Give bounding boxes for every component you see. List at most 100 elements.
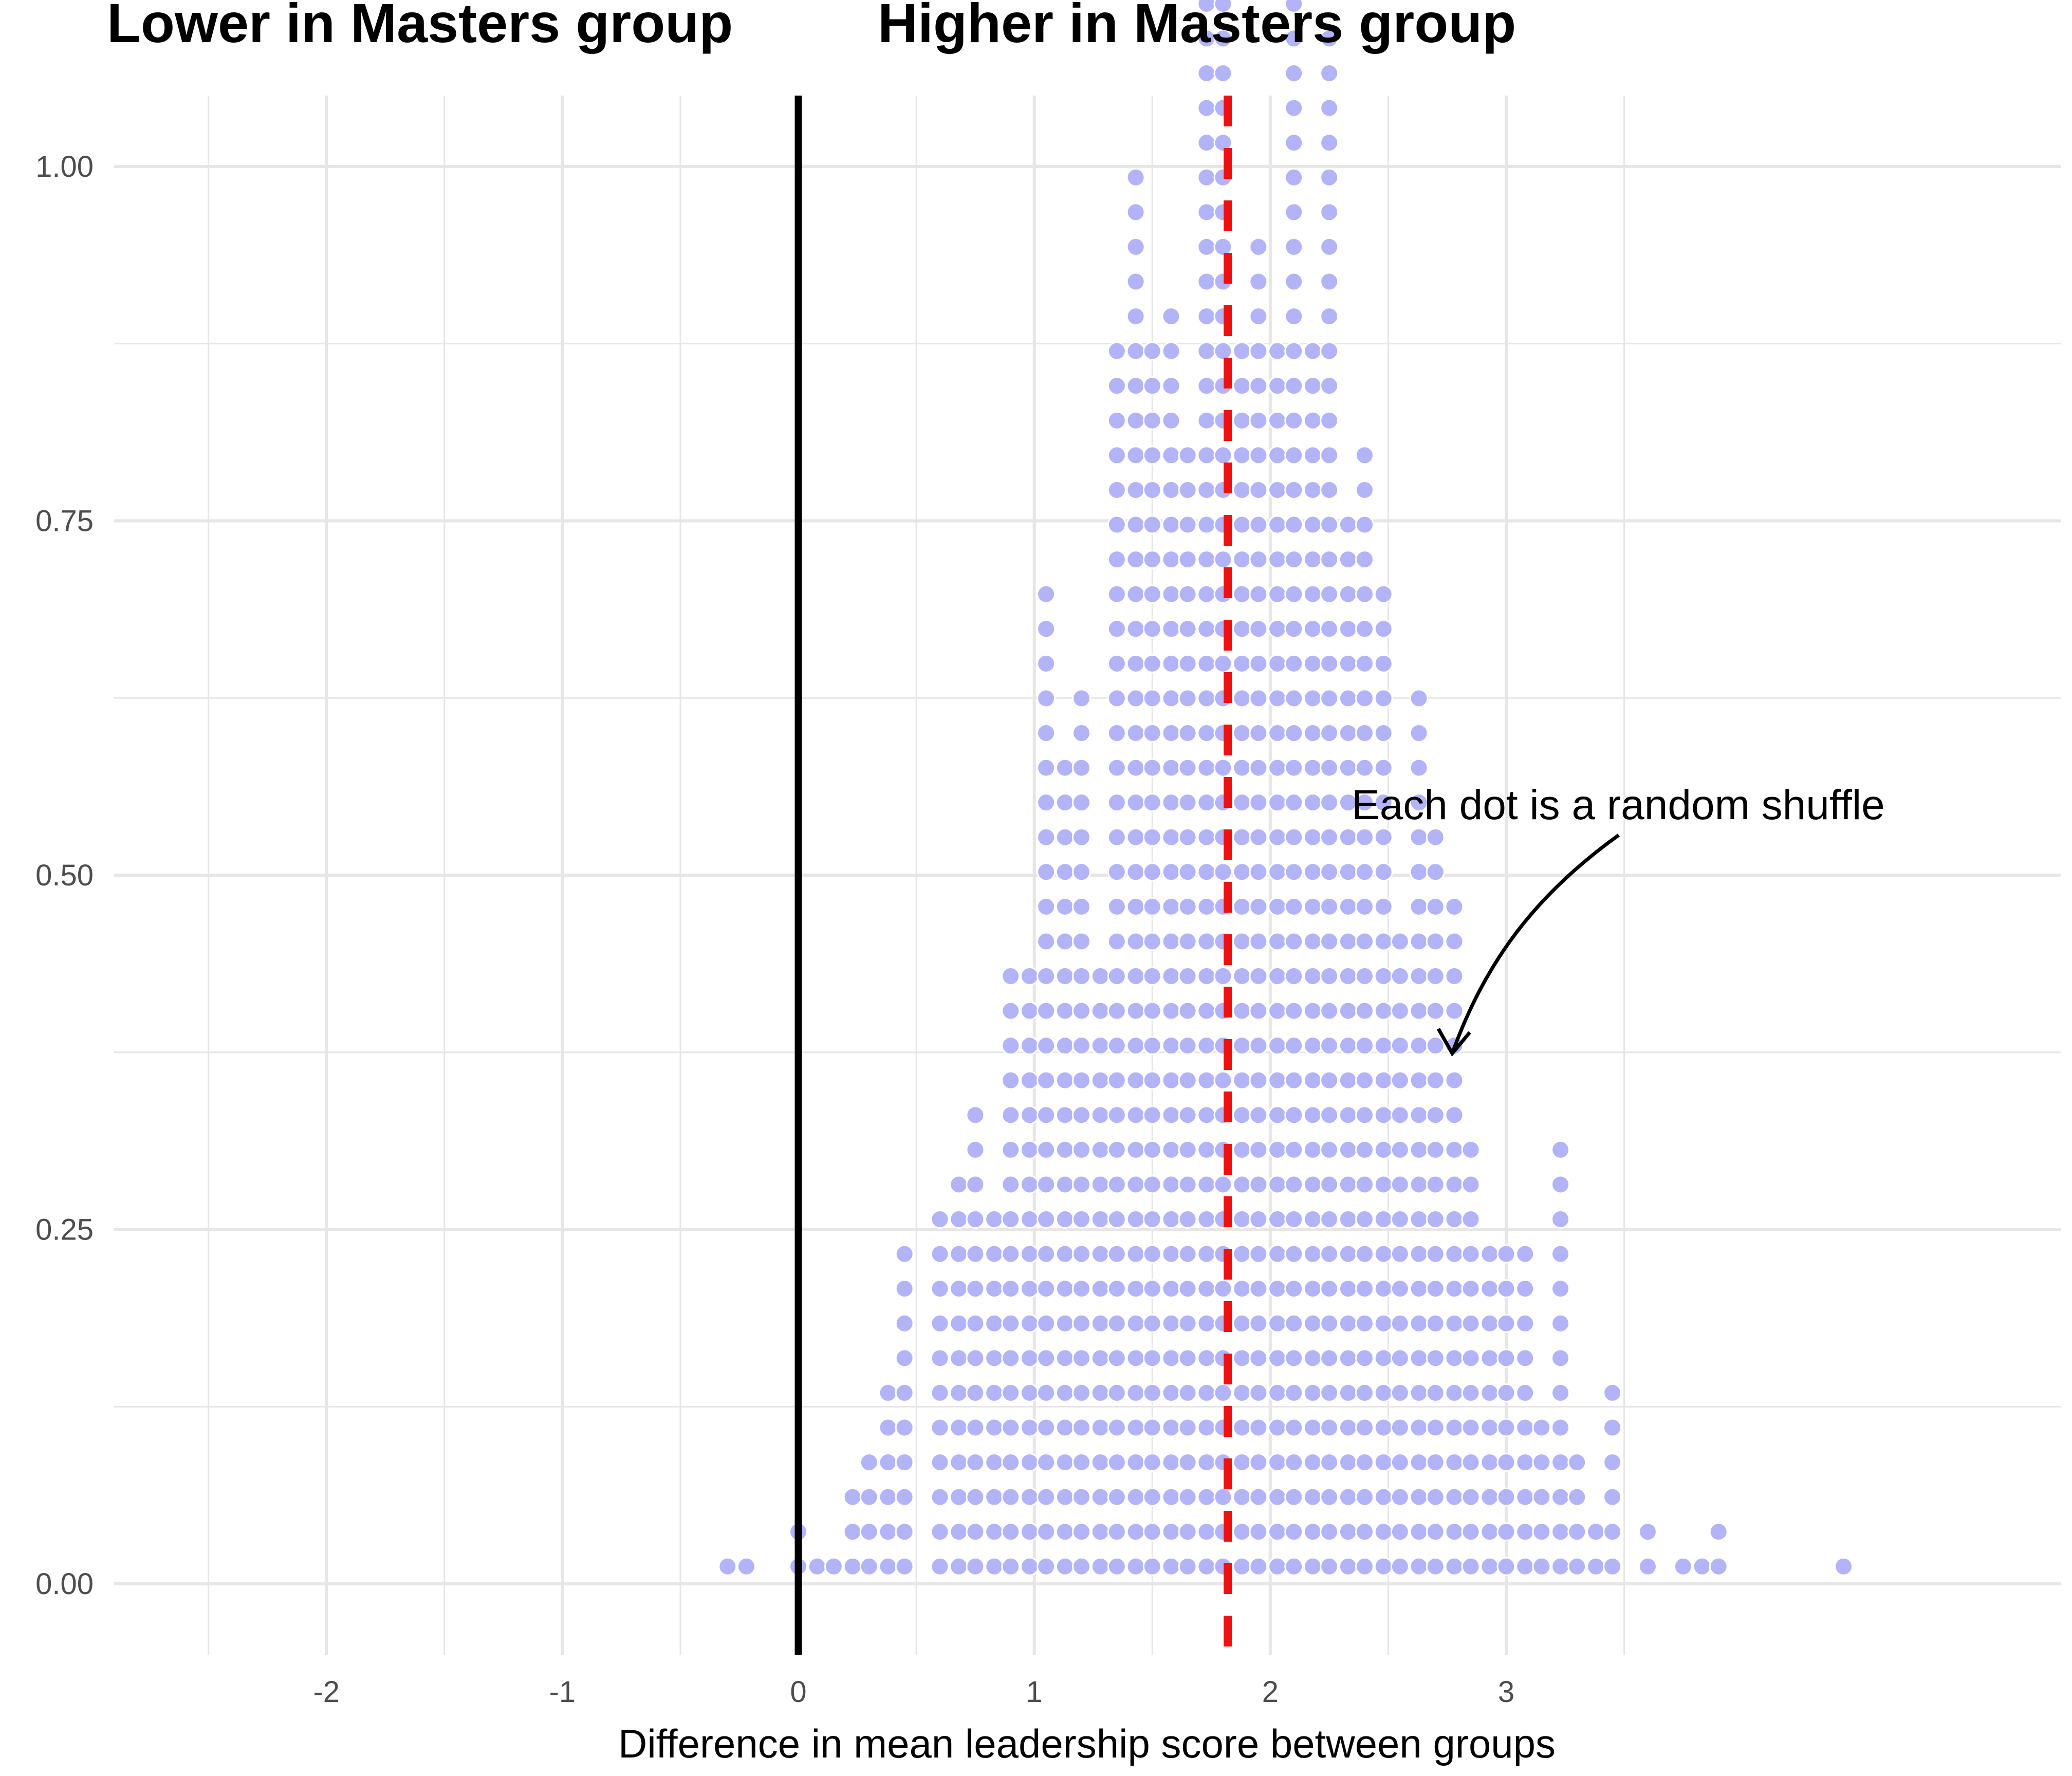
shuffle-dot (1374, 1487, 1393, 1507)
shuffle-dot (1374, 862, 1393, 882)
shuffle-dot (1232, 1348, 1252, 1368)
shuffle-dot (1355, 1348, 1375, 1368)
shuffle-dot (1515, 1487, 1535, 1507)
shuffle-dot (1320, 827, 1339, 847)
shuffle-dot (1603, 1487, 1622, 1507)
shuffle-dot (1480, 1418, 1500, 1437)
shuffle-dot (1409, 967, 1429, 986)
shuffle-dot (1126, 480, 1145, 499)
shuffle-dot (1107, 1418, 1126, 1437)
shuffle-dot (949, 1175, 969, 1194)
shuffle-dot (1303, 689, 1322, 708)
shuffle-dot (1055, 1279, 1075, 1299)
shuffle-dot (1515, 1313, 1535, 1333)
shuffle-dot (1303, 1313, 1322, 1333)
shuffle-dot (1338, 1522, 1358, 1542)
shuffle-dot (1268, 897, 1287, 916)
shuffle-dot (1338, 1557, 1358, 1576)
shuffle-dot (1142, 376, 1162, 396)
shuffle-dot (1355, 480, 1375, 499)
header-left-label: Lower in Masters group (107, 0, 733, 54)
shuffle-dot (1126, 1001, 1145, 1021)
shuffle-dot (1161, 1001, 1181, 1021)
shuffle-dot (1284, 480, 1304, 499)
shuffle-dot (1284, 1175, 1304, 1194)
shuffle-dot (1126, 1453, 1145, 1472)
shuffle-dot (1638, 1557, 1657, 1576)
shuffle-dot (1178, 1418, 1197, 1437)
shuffle-dot (1496, 1453, 1516, 1472)
shuffle-dot (1515, 1244, 1535, 1264)
shuffle-dot (1320, 1140, 1339, 1159)
shuffle-dot (1268, 689, 1287, 708)
shuffle-dot (1374, 1383, 1393, 1402)
shuffle-dot (1284, 1522, 1304, 1542)
shuffle-dot (1161, 1140, 1181, 1159)
shuffle-dot (1249, 1244, 1268, 1264)
shuffle-dot (1374, 584, 1393, 604)
shuffle-dot (1055, 1313, 1075, 1333)
shuffle-dot (1320, 1557, 1339, 1576)
shuffle-dot (1197, 237, 1216, 256)
shuffle-dot (1001, 1313, 1021, 1333)
shuffle-dot (1037, 689, 1056, 708)
shuffle-dot (1303, 550, 1322, 569)
shuffle-dot (1355, 1001, 1375, 1021)
shuffle-dot (1515, 1348, 1535, 1368)
shuffle-dot (1142, 584, 1162, 604)
shuffle-dot (1161, 1036, 1181, 1056)
shuffle-dot (1072, 1140, 1092, 1159)
shuffle-dot (1426, 897, 1445, 916)
shuffle-dot (1338, 827, 1358, 847)
shuffle-dot (1249, 237, 1268, 256)
shuffle-dot (1445, 1522, 1464, 1542)
shuffle-dot (930, 1487, 950, 1507)
shuffle-dot (1426, 1210, 1445, 1229)
shuffle-dot (1107, 515, 1126, 534)
shuffle-dot (1426, 1418, 1445, 1437)
shuffle-dot (1107, 1348, 1126, 1368)
shuffle-dot (1232, 550, 1252, 569)
shuffle-dot (1020, 1036, 1040, 1056)
shuffle-dot (1001, 1140, 1021, 1159)
shuffle-dot (1603, 1383, 1622, 1402)
shuffle-dot (1374, 1140, 1393, 1159)
shuffle-dot (737, 1557, 756, 1576)
shuffle-dot (1197, 307, 1216, 326)
shuffle-dot (1055, 1418, 1075, 1437)
shuffle-dot (895, 1244, 914, 1264)
shuffle-dot (1355, 1140, 1375, 1159)
shuffle-dot (1037, 654, 1056, 673)
shuffle-dot (930, 1557, 950, 1576)
y-tick-label: 1.00 (35, 150, 94, 183)
shuffle-dot (1303, 1383, 1322, 1402)
shuffle-dot (1284, 897, 1304, 916)
shuffle-dot (1268, 862, 1287, 882)
shuffle-dot (1090, 1557, 1110, 1576)
shuffle-dot (1284, 411, 1304, 430)
shuffle-dot (1284, 584, 1304, 604)
shuffle-dot (1480, 1279, 1500, 1299)
shuffle-dot (1268, 1210, 1287, 1229)
shuffle-dot (1338, 515, 1358, 534)
shuffle-dot (1142, 515, 1162, 534)
shuffle-dot (1426, 1140, 1445, 1159)
shuffle-dot (1249, 376, 1268, 396)
shuffle-dot (1197, 584, 1216, 604)
shuffle-dot (1480, 1557, 1500, 1576)
shuffle-dot (1020, 1487, 1040, 1507)
shuffle-dot (1249, 1105, 1268, 1125)
shuffle-dot (1107, 1279, 1126, 1299)
shuffle-dot (1303, 1070, 1322, 1090)
shuffle-dot (1390, 1313, 1410, 1333)
shuffle-dot (1142, 897, 1162, 916)
shuffle-dot (1409, 1487, 1429, 1507)
shuffle-dot (1001, 1001, 1021, 1021)
shuffle-dot (1374, 1036, 1393, 1056)
shuffle-dot (1126, 515, 1145, 534)
shuffle-dot (1374, 689, 1393, 708)
shuffle-dot (1161, 827, 1181, 847)
shuffle-dot (1515, 1383, 1535, 1402)
shuffle-dot (1142, 862, 1162, 882)
shuffle-dot (1374, 1105, 1393, 1125)
